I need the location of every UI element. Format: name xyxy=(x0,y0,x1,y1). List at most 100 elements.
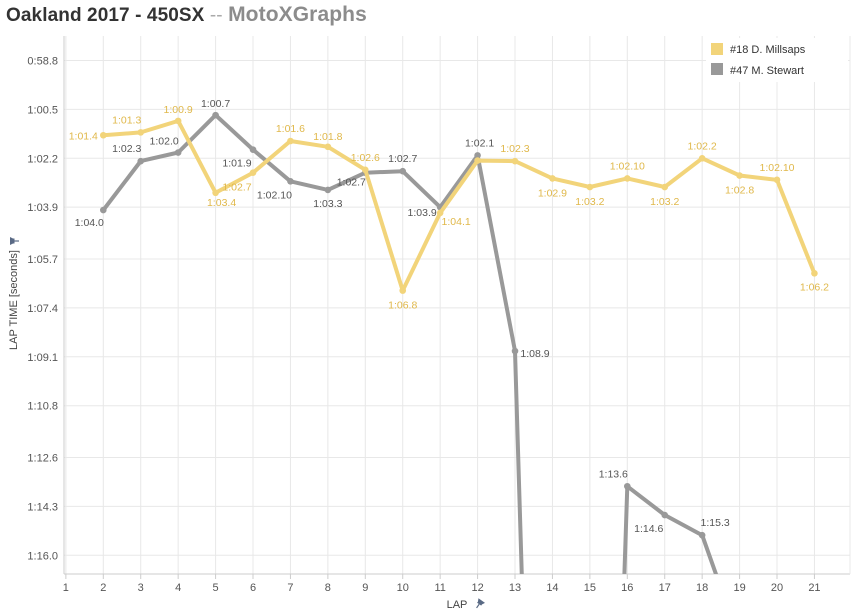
x-tick-label: 20 xyxy=(771,582,783,594)
data-label: 1:02.3 xyxy=(500,143,529,155)
data-label: 1:02.3 xyxy=(112,143,141,155)
data-label: 1:03.4 xyxy=(207,197,236,209)
data-label: 1:04.1 xyxy=(442,216,471,228)
y-tick-label: 1:02.2 xyxy=(27,153,58,165)
data-label: 1:02.10 xyxy=(610,160,645,172)
data-point[interactable] xyxy=(811,270,818,277)
x-tick-label: 9 xyxy=(362,582,368,594)
x-tick-label: 14 xyxy=(546,582,558,594)
x-tick-label: 13 xyxy=(509,582,521,594)
y-axis-label: LAP TIME [seconds] xyxy=(8,250,20,350)
series-stewart xyxy=(100,111,724,598)
data-point[interactable] xyxy=(212,189,219,197)
axes: 0:58.8 1:00.5 1:02.2 1:03.9 1:05.7 1:07.4 1:09… xyxy=(27,36,851,594)
data-point[interactable] xyxy=(736,172,743,179)
x-axis-label: LAP xyxy=(447,599,468,611)
data-point[interactable] xyxy=(100,206,107,214)
data-label: 1:04.0 xyxy=(75,217,104,229)
data-point[interactable] xyxy=(100,131,107,139)
x-tick-label: 12 xyxy=(471,582,483,594)
x-tick-label: 10 xyxy=(397,582,409,594)
data-point[interactable] xyxy=(362,166,369,174)
data-label: 1:01.4 xyxy=(69,130,98,142)
data-point[interactable] xyxy=(661,183,669,191)
data-label: 1:01.6 xyxy=(276,123,305,135)
data-point[interactable] xyxy=(137,129,145,136)
data-label: 1:02.2 xyxy=(688,140,717,152)
data-point[interactable] xyxy=(624,175,631,182)
data-label: 1:00.9 xyxy=(164,104,193,116)
x-tick-label: 7 xyxy=(287,582,293,594)
brand-name: MotoXGraphs xyxy=(228,3,367,26)
data-label: 1:02.9 xyxy=(538,187,567,199)
data-point[interactable] xyxy=(549,175,556,182)
data-label: 1:01.9 xyxy=(222,158,251,170)
x-tick-label: 19 xyxy=(733,582,745,594)
data-label: 1:00.7 xyxy=(201,98,230,110)
data-point[interactable] xyxy=(212,111,219,119)
x-tick-label: 6 xyxy=(250,582,256,594)
data-point[interactable] xyxy=(287,177,294,185)
series-line[interactable] xyxy=(101,113,724,598)
data-point[interactable] xyxy=(698,154,706,162)
y-tick-label: 1:00.5 xyxy=(27,104,58,116)
pin-icon[interactable] xyxy=(10,237,19,245)
data-point[interactable] xyxy=(287,137,294,145)
y-axis-title: LAP TIME [seconds] xyxy=(8,237,20,350)
race-title: Oakland 2017 - 450SX xyxy=(6,5,205,26)
data-label: 1:03.2 xyxy=(575,196,604,208)
title-separator: -- xyxy=(209,5,223,26)
data-point[interactable] xyxy=(399,287,407,294)
legend-item-stewart[interactable]: #47 M. Stewart xyxy=(711,63,804,77)
data-point[interactable] xyxy=(474,152,481,159)
data-label: 1:02.1 xyxy=(465,137,494,149)
data-point[interactable] xyxy=(249,146,257,153)
x-tick-label: 11 xyxy=(434,582,445,594)
series-line[interactable] xyxy=(101,118,817,293)
data-point[interactable] xyxy=(773,176,781,184)
data-point[interactable] xyxy=(586,183,594,191)
data-point[interactable] xyxy=(137,157,145,165)
series-lines xyxy=(100,111,818,598)
pin-icon[interactable] xyxy=(473,598,485,610)
series-millsaps xyxy=(100,117,818,294)
data-label: 1:15.3 xyxy=(701,517,730,529)
data-point[interactable] xyxy=(399,167,407,175)
data-label: 1:01.8 xyxy=(313,131,342,143)
data-point[interactable] xyxy=(249,169,257,176)
data-point[interactable] xyxy=(698,531,706,539)
y-tick-label: 1:05.7 xyxy=(27,254,58,266)
y-tick-label: 1:12.6 xyxy=(27,452,58,464)
y-tick-label: 0:58.8 xyxy=(27,55,58,67)
data-label: 1:13.6 xyxy=(599,468,628,480)
x-tick-label: 15 xyxy=(584,582,596,594)
data-point[interactable] xyxy=(324,186,332,194)
legend-item-millsaps[interactable]: #18 D. Millsaps xyxy=(711,43,806,56)
legend[interactable]: #18 D. Millsaps #47 M. Stewart xyxy=(706,38,848,82)
data-point[interactable] xyxy=(511,157,519,165)
data-label: 1:03.3 xyxy=(313,198,342,210)
x-tick-label: 5 xyxy=(213,582,219,594)
data-point[interactable] xyxy=(511,347,519,355)
legend-label: #18 D. Millsaps xyxy=(730,44,806,56)
x-tick-label: 21 xyxy=(808,582,820,594)
data-point[interactable] xyxy=(624,482,631,490)
data-label: 1:03.9 xyxy=(408,207,437,219)
data-label: 1:02.10 xyxy=(759,162,794,174)
x-tick-label: 16 xyxy=(621,582,633,594)
data-point[interactable] xyxy=(174,149,182,156)
data-point[interactable] xyxy=(661,511,669,519)
y-tick-label: 1:10.8 xyxy=(27,401,58,413)
x-tick-label: 8 xyxy=(325,582,331,594)
data-label: 1:02.10 xyxy=(257,189,292,201)
y-tick-label: 1:03.9 xyxy=(27,202,58,214)
data-point[interactable] xyxy=(436,209,444,217)
chart-title: Oakland 2017 - 450SX -- MotoXGraphs xyxy=(6,3,367,27)
data-point[interactable] xyxy=(174,117,182,125)
legend-label: #47 M. Stewart xyxy=(730,65,804,77)
data-label: 1:02.6 xyxy=(351,152,380,164)
x-tick-label: 4 xyxy=(175,582,181,594)
data-point[interactable] xyxy=(474,157,481,164)
x-tick-label: 17 xyxy=(659,582,671,594)
data-point[interactable] xyxy=(324,143,332,151)
